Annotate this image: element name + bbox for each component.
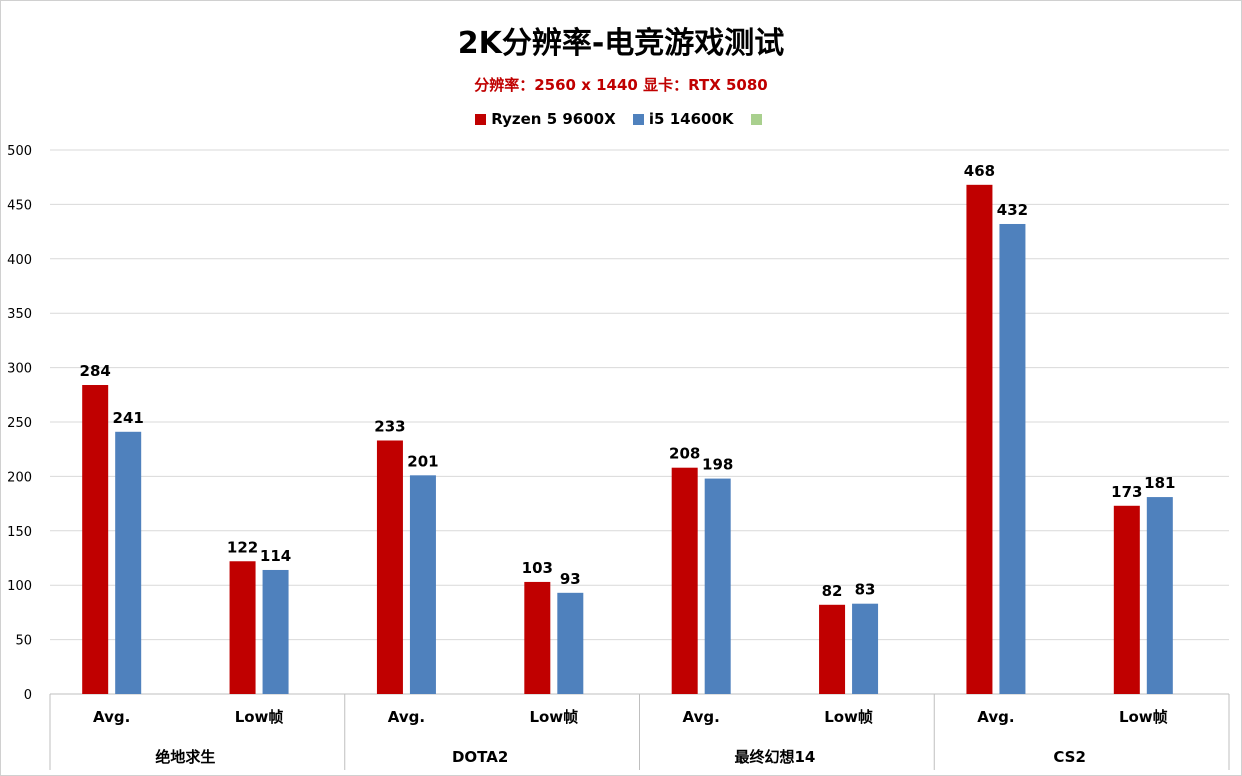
x-group-label: CS2 [1053, 748, 1086, 766]
x-subcategory-label: Avg. [388, 708, 425, 726]
bar [524, 581, 551, 694]
y-tick-label: 350 [7, 307, 32, 322]
data-label: 432 [997, 201, 1028, 219]
data-label: 83 [855, 581, 876, 599]
data-label: 114 [260, 547, 291, 565]
bar [671, 467, 698, 694]
bar [819, 604, 846, 694]
bar [1146, 497, 1173, 694]
bar [229, 561, 256, 694]
data-label: 181 [1144, 474, 1175, 492]
x-group-label: 绝地求生 [155, 748, 215, 766]
legend-item-empty [750, 113, 767, 125]
data-label: 284 [80, 362, 111, 380]
data-label: 201 [407, 452, 438, 470]
data-label: 103 [522, 559, 553, 577]
y-tick-label: 250 [7, 416, 32, 431]
data-label: 208 [669, 445, 700, 463]
legend-swatch-intel [632, 113, 644, 125]
bar [999, 223, 1026, 694]
legend-label-intel: i5 14600K [648, 110, 734, 128]
bar [262, 569, 289, 694]
data-label: 82 [822, 582, 843, 600]
legend: Ryzen 5 9600X i5 14600K [0, 110, 1242, 129]
y-tick-label: 300 [7, 362, 32, 377]
chart-title: 2K分辨率-电竞游戏测试 [457, 26, 785, 61]
legend-label-ryzen: Ryzen 5 9600X [491, 110, 616, 128]
bar [557, 592, 584, 694]
legend-item-intel: i5 14600K [632, 110, 734, 128]
bar [1113, 505, 1140, 694]
bar [852, 603, 879, 694]
x-subcategory-label: Low帧 [235, 708, 284, 726]
bar [115, 431, 142, 694]
x-subcategory-label: Low帧 [824, 708, 873, 726]
bar [409, 475, 436, 694]
x-subcategory-label: Avg. [683, 708, 720, 726]
bar [376, 440, 403, 694]
x-group-label: 最终幻想14 [734, 748, 815, 766]
y-tick-label: 150 [7, 525, 32, 540]
y-tick-label: 50 [15, 634, 32, 649]
data-label: 198 [702, 456, 733, 474]
bar [704, 478, 731, 694]
legend-item-ryzen: Ryzen 5 9600X [475, 110, 616, 128]
bar [966, 184, 993, 695]
y-tick-label: 450 [7, 198, 32, 213]
y-tick-label: 200 [7, 470, 32, 485]
data-label: 173 [1111, 483, 1142, 501]
y-tick-label: 100 [7, 579, 32, 594]
data-label: 241 [113, 409, 144, 427]
y-tick-label: 400 [7, 253, 32, 268]
y-tick-label: 0 [24, 688, 32, 703]
chart-subtitle: 分辨率：2560 x 1440 显卡：RTX 5080 [474, 76, 768, 94]
data-label: 233 [374, 417, 405, 435]
legend-swatch-ryzen [475, 113, 487, 125]
y-tick-label: 500 [7, 144, 32, 159]
x-subcategory-label: Avg. [977, 708, 1014, 726]
bar [82, 385, 109, 694]
x-subcategory-label: Low帧 [1119, 708, 1168, 726]
x-group-label: DOTA2 [452, 748, 508, 766]
legend-swatch-empty [750, 113, 762, 125]
data-label: 93 [560, 570, 581, 588]
data-label: 468 [964, 162, 995, 180]
data-label: 122 [227, 538, 258, 556]
x-subcategory-label: Low帧 [529, 708, 578, 726]
x-subcategory-label: Avg. [93, 708, 130, 726]
